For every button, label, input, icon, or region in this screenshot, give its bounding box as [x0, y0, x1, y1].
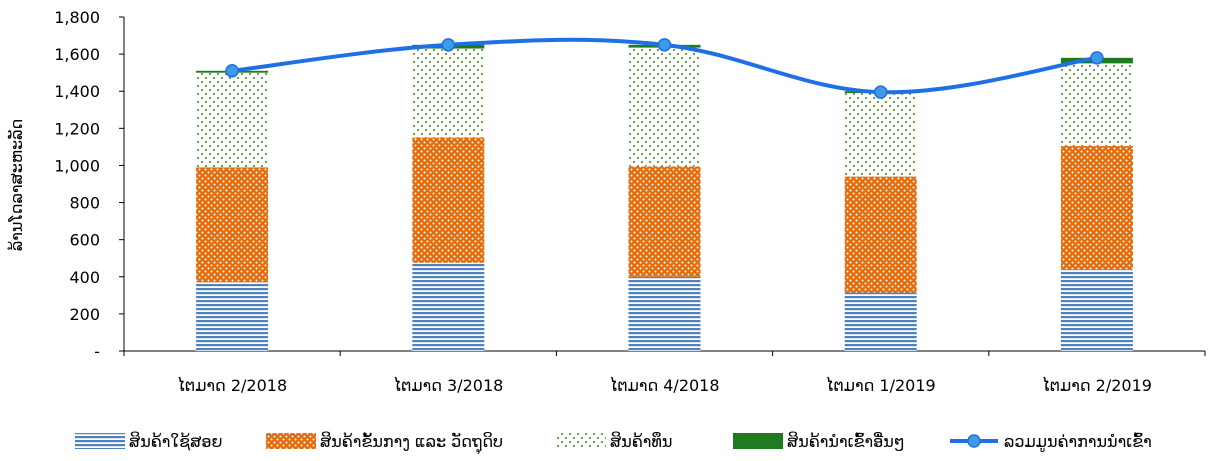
y-tick-label: 400 [69, 268, 100, 287]
bar-segment [844, 292, 917, 351]
bar-segment [196, 72, 269, 168]
bar-segment [196, 282, 269, 351]
bar-segment [412, 137, 485, 263]
legend-swatch [556, 433, 606, 449]
legend-marker [967, 434, 981, 448]
legend-swatch [266, 433, 316, 449]
bar-segment [628, 47, 701, 167]
y-tick-label: - [94, 342, 100, 361]
y-tick-label: 1,600 [54, 45, 100, 64]
line-series-group [225, 37, 1104, 99]
x-tick-label: ໄຕມາດ 3/2018 [393, 376, 503, 395]
legend-label: ສິນຄ້າທຶນ [610, 432, 672, 451]
bar-segment [1060, 63, 1133, 146]
y-axis-label: ລ້ານໂດລາສະຫະລັດ [7, 119, 26, 251]
bar-segment [844, 176, 917, 293]
line-point [1090, 51, 1104, 65]
bar-segment [628, 276, 701, 351]
y-tick-label: 200 [69, 305, 100, 324]
y-tick-label: 1,800 [54, 8, 100, 27]
line-point [225, 64, 239, 78]
bar-segment [196, 167, 269, 283]
line-point [657, 38, 672, 52]
line-point [873, 85, 888, 99]
legend-label: ລວມມູນຄ່າການນຳເຂົ້າ [1004, 432, 1152, 452]
line-point [441, 38, 456, 52]
bar-segment [628, 166, 701, 277]
bar-segment [1060, 145, 1133, 270]
legend-swatch [733, 433, 783, 449]
legend-label: ສິນຄ້ານຳເຂົ້າອື່ນໆ [787, 432, 905, 451]
bar-segment [1060, 269, 1133, 351]
x-tick-label: ໄຕມາດ 2/2018 [177, 376, 287, 395]
y-tick-label: 1,200 [54, 119, 100, 138]
legend: ສິນຄ້າໃຊ້ສອຍ ສິນຄ້າຂັ້ນກາງ ແລະ ວັດຖຸດິບ ສິ… [75, 432, 1152, 455]
y-tick-label: 800 [69, 194, 100, 213]
bar-segment [412, 48, 485, 138]
x-tick-label: ໄຕມາດ 1/2019 [826, 376, 936, 395]
legend-label: ສິນຄ້າຂັ້ນກາງ ແລະ ວັດຖຸດິບ [320, 432, 503, 455]
y-tick-label: 600 [69, 231, 100, 250]
axes: - 200 400 600 800 1,000 1,200 1,400 1,600 1,800 ໄຕ… [54, 8, 1206, 395]
y-tick-label: 1,000 [54, 156, 100, 175]
bar-series-group [196, 44, 1133, 351]
bar-segment [412, 262, 485, 351]
x-tick-label: ໄຕມາດ 2/2019 [1042, 376, 1152, 395]
x-tick-label: ໄຕມາດ 4/2018 [609, 376, 719, 395]
legend-swatch [75, 433, 125, 449]
y-tick-label: 1,400 [54, 82, 100, 101]
legend-label: ສິນຄ້າໃຊ້ສອຍ [129, 432, 223, 451]
bar-segment [844, 93, 917, 177]
